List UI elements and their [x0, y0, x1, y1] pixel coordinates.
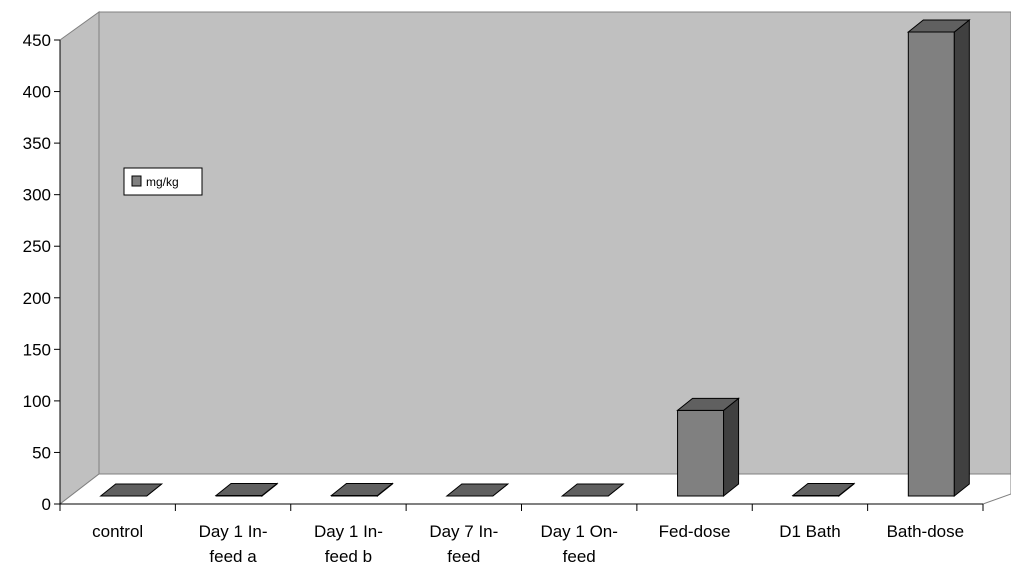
bar-top [445, 483, 510, 497]
x-tick-label-line: Day 1 In- [314, 522, 383, 541]
x-tick-label-line: Bath-dose [887, 522, 965, 541]
x-tick-label-line: feed [447, 547, 480, 566]
bar [676, 397, 740, 498]
bar-top [906, 19, 971, 33]
y-tick-label: 100 [23, 392, 51, 411]
bar-front [907, 31, 955, 497]
legend-box: mg/kg [123, 167, 203, 196]
bar [330, 482, 394, 498]
x-tick-label: control [92, 522, 143, 541]
bar [906, 18, 971, 498]
side-wall [59, 11, 100, 506]
y-axis: 0 50 100 150 200 250 300 350 400 450 [23, 31, 61, 514]
y-tick-label: 50 [32, 443, 51, 462]
x-tick-label-line: Fed-dose [659, 522, 731, 541]
floor [58, 473, 1011, 505]
bar-top [676, 397, 740, 411]
bar [560, 483, 625, 497]
bar-top [560, 483, 625, 497]
x-tick-label-line: Day 7 In- [429, 522, 498, 541]
back-wall [98, 11, 1011, 475]
bar [791, 482, 856, 498]
x-tick-label: Day 7 In-feed [429, 522, 498, 566]
bar-top [99, 483, 164, 497]
bar-top [214, 482, 279, 496]
bar-side [723, 397, 740, 498]
bar-front [677, 409, 725, 497]
x-tick-label-line: Day 1 On- [540, 522, 617, 541]
y-tick-label: 250 [23, 237, 51, 256]
y-tick-label: 350 [23, 134, 51, 153]
legend-label: mg/kg [146, 175, 179, 189]
y-tick-label: 200 [23, 289, 51, 308]
bar-top [791, 482, 856, 496]
x-tick-label-line: Day 1 In- [199, 522, 268, 541]
bar [99, 483, 164, 497]
legend-swatch [131, 175, 142, 187]
x-tick-label: Fed-dose [659, 522, 731, 541]
y-tick-label: 450 [23, 31, 51, 50]
x-tick-label-line: control [92, 522, 143, 541]
y-tick-label: 300 [23, 186, 51, 205]
x-tick-label: D1 Bath [779, 522, 840, 541]
x-tick-label: Day 1 On-feed [540, 522, 617, 566]
y-tick-label: 150 [23, 340, 51, 359]
chart-walls [58, 11, 1011, 506]
bar [214, 482, 279, 498]
bar-top [330, 482, 394, 496]
x-tick-label: Bath-dose [887, 522, 965, 541]
x-tick-label-line: feed b [325, 547, 372, 566]
x-tick-label: Day 1 In-feed a [199, 522, 268, 566]
x-tick-label: Day 1 In-feed b [314, 522, 383, 566]
y-tick-label: 0 [42, 495, 51, 514]
bar [445, 483, 510, 497]
bar-side [953, 18, 970, 498]
bars [99, 18, 971, 498]
x-tick-label-line: feed a [209, 547, 257, 566]
y-tick-label: 400 [23, 83, 51, 102]
x-tick-label-line: D1 Bath [779, 522, 840, 541]
legend: mg/kg [123, 167, 203, 196]
x-tick-label-line: feed [563, 547, 596, 566]
